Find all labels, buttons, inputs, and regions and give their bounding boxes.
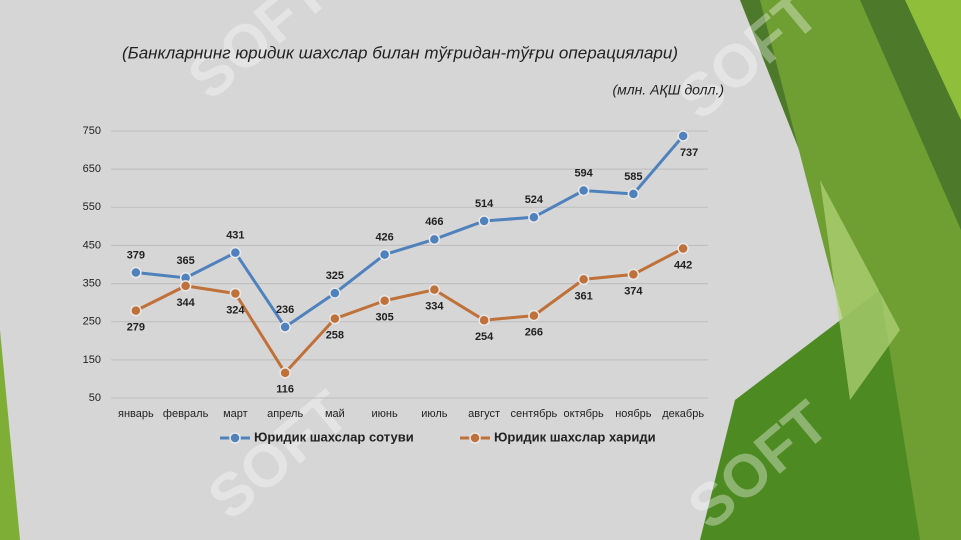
y-tick-label: 150 (83, 354, 101, 366)
data-label: 514 (475, 198, 494, 210)
data-label: 737 (680, 147, 698, 159)
data-label: 524 (525, 194, 544, 206)
data-point (378, 248, 391, 261)
y-tick-label: 250 (83, 316, 101, 328)
decor-shape (905, 0, 961, 120)
data-point (677, 130, 689, 142)
y-tick-label: 350 (83, 277, 101, 289)
x-tick-label: сентябрь (510, 408, 557, 420)
x-tick-label: октябрь (564, 408, 604, 420)
x-tick-label: июнь (372, 408, 398, 420)
x-tick-label: январь (118, 408, 154, 420)
data-point (179, 280, 192, 292)
data-label: 466 (425, 216, 443, 228)
data-point (577, 184, 590, 197)
data-label: 365 (176, 255, 194, 267)
x-tick-label: май (325, 408, 345, 420)
data-point (130, 266, 142, 279)
chart-title: (Банкларнинг юридик шахслар билан тўғрид… (122, 43, 678, 62)
legend-marker (229, 432, 241, 444)
data-label: 258 (326, 330, 344, 342)
decor-shape (0, 330, 20, 540)
x-tick-label: февраль (163, 408, 209, 420)
data-point (677, 242, 689, 255)
data-point (378, 294, 391, 307)
x-tick-label: август (468, 408, 500, 420)
data-label: 279 (127, 322, 145, 334)
legend-label: Юридик шахслар хариди (494, 429, 656, 444)
data-point (229, 246, 242, 259)
data-point (577, 273, 590, 286)
data-label: 426 (375, 231, 393, 243)
data-label: 116 (276, 384, 294, 396)
data-point (478, 314, 490, 326)
data-point (627, 188, 640, 200)
x-tick-label: апрель (267, 408, 303, 420)
data-label: 236 (276, 304, 294, 316)
data-point (627, 268, 640, 281)
series-line (135, 247, 684, 376)
data-point (329, 312, 341, 325)
data-label: 344 (176, 297, 195, 309)
data-label: 442 (674, 259, 692, 271)
data-point (279, 367, 291, 379)
data-point (478, 215, 490, 227)
y-tick-label: 650 (83, 163, 101, 175)
data-label: 325 (326, 270, 344, 282)
data-label: 266 (525, 327, 543, 339)
y-tick-label: 750 (83, 125, 101, 137)
legend-label: Юридик шахслар сотуви (254, 429, 414, 444)
data-point (428, 233, 441, 246)
x-tick-label: июль (421, 408, 448, 420)
data-point (329, 287, 341, 299)
y-tick-label: 450 (83, 239, 101, 251)
data-point (528, 309, 540, 322)
x-tick-label: ноябрь (615, 408, 652, 420)
data-point (428, 283, 441, 296)
x-tick-label: декабрь (662, 408, 704, 420)
data-label: 361 (574, 290, 592, 302)
data-label: 254 (475, 331, 494, 343)
data-point (130, 304, 142, 317)
data-label: 324 (226, 304, 245, 316)
data-label: 379 (127, 249, 145, 261)
data-point (229, 287, 242, 300)
chart-subtitle: (млн. АҚШ долл.) (612, 82, 724, 98)
data-label: 594 (574, 167, 593, 179)
data-label: 431 (226, 230, 244, 242)
data-label: 374 (624, 285, 643, 297)
data-label: 334 (425, 301, 444, 313)
decor-shape (820, 180, 900, 400)
series-line (135, 134, 685, 330)
x-tick-label: март (223, 408, 248, 420)
legend-marker (469, 432, 481, 444)
data-point (528, 211, 540, 223)
y-tick-label: 550 (83, 201, 101, 213)
y-tick-label: 50 (89, 392, 101, 404)
data-label: 305 (375, 312, 393, 324)
data-point (279, 321, 291, 333)
data-label: 585 (624, 171, 642, 183)
